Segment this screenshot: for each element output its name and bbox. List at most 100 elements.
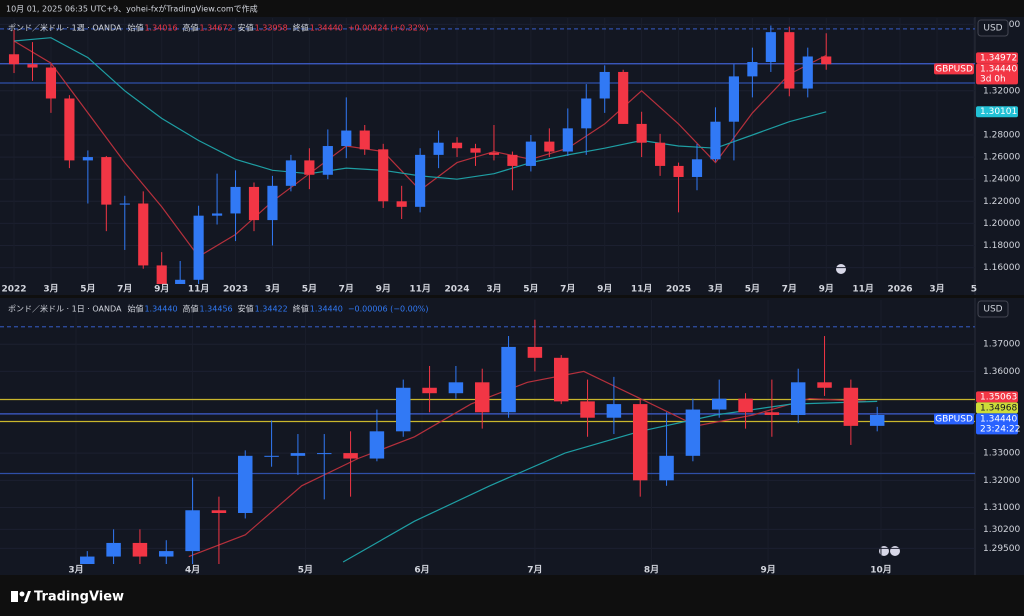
legend-field-value: 1.34016 [144, 24, 177, 33]
y-tick-label: 1.18000 [983, 241, 1020, 251]
candle-body [784, 32, 795, 89]
x-tick-label: 9月 [597, 284, 612, 295]
candle-body [211, 510, 227, 513]
candle-body [433, 142, 444, 155]
candle-body [448, 382, 464, 394]
x-tick-label: 4月 [185, 565, 200, 576]
candle-body [156, 265, 167, 284]
candle-body [474, 382, 490, 413]
y-tick-label: 1.29500 [983, 544, 1020, 554]
candle-body [369, 431, 385, 459]
price-tag [976, 402, 1018, 414]
candle-body [378, 149, 389, 202]
candle-body [655, 142, 666, 166]
y-tick-label: 1.16000 [983, 263, 1020, 273]
y-tick-label: 1.24000 [983, 175, 1020, 185]
legend-change: +0.00424 (+0.32%) [348, 24, 429, 33]
y-tick-label: 1.31000 [983, 503, 1020, 513]
price-tag-label: 1.35063 [980, 392, 1017, 402]
legend-field-value: 1.34440 [310, 305, 343, 314]
legend-field-name: 終値 [293, 23, 309, 33]
price-tag-label: 1.34440 [980, 414, 1017, 424]
candle-body [659, 455, 674, 481]
candle-body [738, 398, 753, 413]
candle-body [106, 542, 121, 557]
candle-body [747, 62, 758, 77]
brand-logo: TradingView [11, 590, 124, 605]
x-tick-label: 2026 [888, 285, 913, 295]
candle-body [618, 71, 629, 124]
x-tick-label: 5 [971, 285, 977, 295]
legend-field-name: 終値 [293, 304, 309, 314]
x-tick-label: 2024 [445, 285, 470, 295]
candle-body [728, 76, 740, 122]
price-tag-label: 1.34440 [980, 64, 1017, 74]
candle-body [869, 414, 885, 426]
x-tick-label: 7月 [339, 284, 354, 295]
candle-body [317, 453, 332, 455]
candle-body [101, 157, 112, 205]
y-tick-label: 1.20000 [983, 219, 1020, 229]
candle-body [304, 160, 315, 175]
legend-field-value: 1.34672 [200, 24, 233, 33]
candle-body [285, 160, 296, 186]
candle-body [527, 346, 543, 358]
candle-body [396, 201, 407, 207]
candle-body [817, 382, 832, 388]
candle-body [710, 121, 721, 160]
candle-body [119, 203, 130, 205]
candle-body [843, 387, 859, 426]
x-tick-label: 9月 [154, 284, 169, 295]
candle-body [45, 67, 57, 99]
candle-body [175, 279, 186, 284]
x-tick-label: 3月 [265, 284, 280, 295]
legend-field-name: 高値 [183, 304, 199, 314]
candle-body [764, 412, 780, 415]
candle-body [290, 453, 306, 456]
x-tick-label: 5月 [80, 284, 95, 295]
candle-body [248, 186, 260, 221]
candle-body [691, 159, 703, 177]
x-tick-label: 6月 [414, 565, 429, 576]
candle-body [470, 148, 481, 153]
candle-body [64, 98, 75, 161]
candle-body [359, 130, 370, 150]
candle-body [341, 130, 352, 147]
legend-symbol: ポンド／米ドル · 1週 · OANDA [8, 23, 122, 33]
x-tick-label: 11月 [631, 284, 653, 295]
price-tag [976, 106, 1018, 118]
x-tick-label: 3月 [708, 284, 723, 295]
legend-symbol: ポンド／米ドル · 1日 · OANDA [8, 304, 122, 314]
candle-body [451, 142, 463, 149]
symbol-tag-label: GBPUSD [935, 64, 973, 74]
candle-body [606, 404, 622, 418]
caption: 10月 01, 2025 06:35 UTC+9、yohei-fxがTradin… [6, 4, 258, 14]
x-tick-label: 3月 [486, 284, 501, 295]
y-tick-label: 1.30200 [983, 525, 1020, 535]
candle-body [562, 128, 573, 152]
candle-body [580, 401, 595, 418]
candle-body [159, 551, 174, 557]
x-tick-label: 9月 [376, 284, 391, 295]
currency: USD [983, 305, 1002, 315]
y-tick-label: 1.37000 [983, 340, 1020, 350]
candle-body [673, 165, 684, 177]
candle-body [821, 56, 832, 65]
brand: TradingView [34, 590, 124, 605]
candle-body [238, 455, 253, 513]
x-tick-label: 5月 [298, 565, 313, 576]
price-tag [976, 63, 1018, 85]
price-tag [976, 413, 1018, 435]
plot-area [0, 300, 975, 564]
candle-body [415, 154, 426, 207]
candle-body [711, 398, 727, 410]
x-tick-label: 8月 [644, 565, 659, 576]
event-icon [836, 264, 846, 274]
candle-body [599, 71, 610, 99]
legend-field-value: 1.34440 [144, 305, 177, 314]
legend-change: −0.00006 (−0.00%) [348, 305, 429, 314]
candle-body [264, 455, 279, 457]
x-tick-label: 9月 [819, 284, 834, 295]
legend-field-value: 1.34440 [310, 24, 343, 33]
y-tick-label: 1.33000 [983, 449, 1020, 459]
